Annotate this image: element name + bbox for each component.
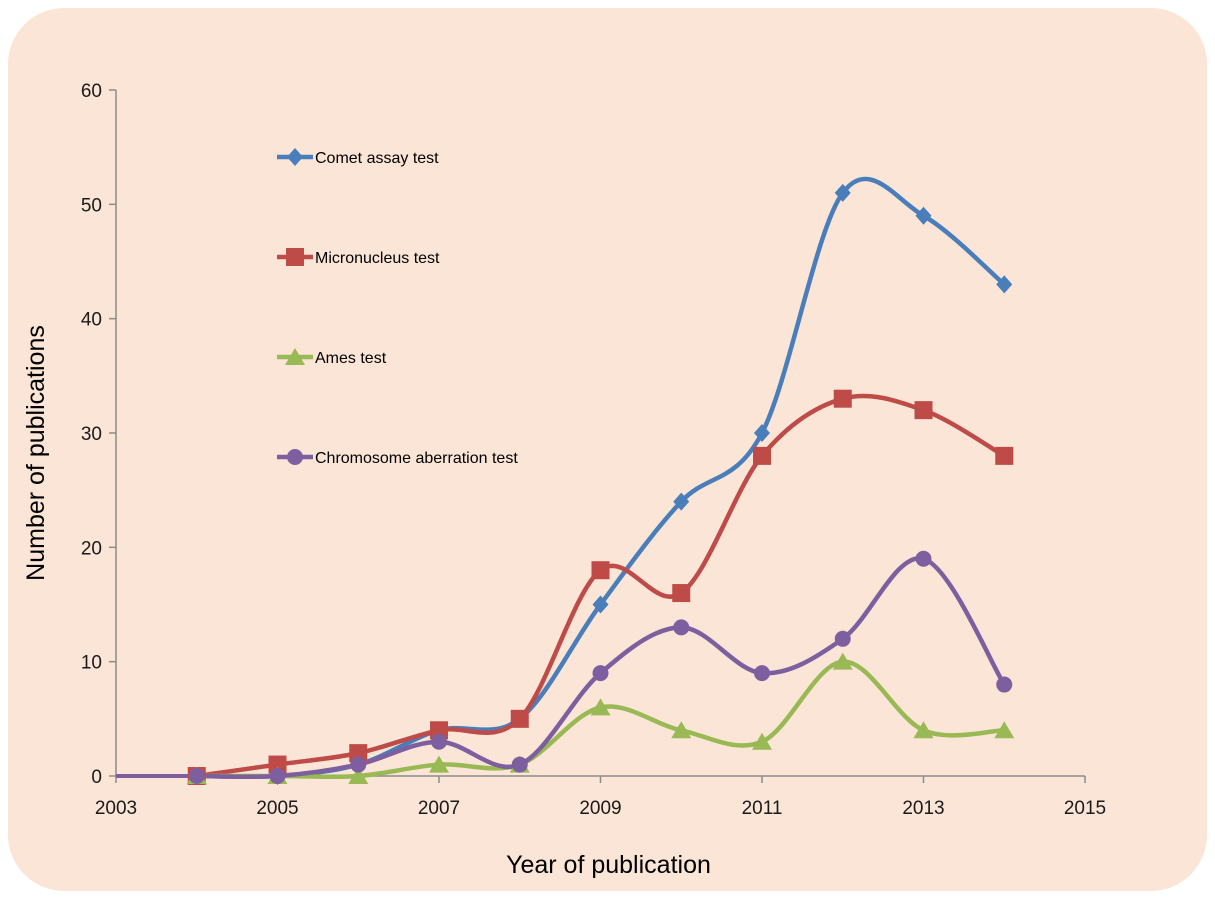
chromosome-aberration-test-point xyxy=(673,619,690,636)
x-axis-title: Year of publication xyxy=(506,851,711,879)
micronucleus-test-point xyxy=(914,401,933,420)
y-tick-label: 50 xyxy=(81,195,102,216)
micronucleus-test-point xyxy=(591,561,610,580)
comet-assay-test-point xyxy=(834,183,851,202)
chromosome-aberration-test-point xyxy=(431,733,447,750)
micronucleus-test-point xyxy=(833,389,852,408)
y-axis-title: Number of publications xyxy=(22,325,50,581)
micronucleus-test-point xyxy=(349,744,368,763)
ames-test-point xyxy=(752,732,772,750)
chromosome-aberration-test-point xyxy=(188,768,205,784)
x-tick-label: 2003 xyxy=(95,798,137,819)
comet-assay-test-point xyxy=(915,206,932,225)
micronucleus-test-point xyxy=(672,584,691,603)
ames-test-point xyxy=(590,698,611,716)
y-tick-label: 60 xyxy=(81,81,102,102)
y-tick-label: 20 xyxy=(81,538,102,559)
micronucleus-test-point xyxy=(430,721,448,740)
y-tick-label: 10 xyxy=(81,653,102,674)
y-tick-label: 0 xyxy=(91,767,102,788)
x-tick-label: 2007 xyxy=(418,798,460,819)
ames-test-point xyxy=(913,721,934,739)
comet-assay-test-legend-label: Comet assay test xyxy=(315,150,439,167)
comet-assay-test-line xyxy=(196,176,1006,780)
comet-assay-test-point xyxy=(673,492,690,511)
ames-test-point xyxy=(348,767,369,784)
legend: Comet assay test Micronucleus test Ames te… xyxy=(277,148,518,467)
chromosome-aberration-test-legend-marker xyxy=(287,449,303,465)
chromosome-aberration-test-point xyxy=(996,676,1013,693)
micronucleus-test-point xyxy=(268,755,287,774)
comet-assay-test-point xyxy=(754,424,770,442)
micronucleus-test-legend-marker xyxy=(286,248,304,266)
series-markers xyxy=(186,183,1015,785)
chromosome-aberration-test-point xyxy=(350,756,367,773)
x-tick-label: 2013 xyxy=(902,798,944,819)
comet-assay-test-point xyxy=(996,275,1013,294)
chromosome-aberration-test-point xyxy=(269,768,286,784)
x-tick-label: 2005 xyxy=(256,798,298,819)
y-tick-label: 40 xyxy=(81,310,102,331)
micronucleus-test-point xyxy=(995,446,1014,465)
micronucleus-test-point xyxy=(510,709,529,728)
chromosome-aberration-test-point xyxy=(834,630,851,647)
y-tick-label: 30 xyxy=(81,424,102,445)
chromosome-aberration-test-point xyxy=(511,756,528,773)
x-tick-label: 2015 xyxy=(1064,798,1106,819)
chromosome-aberration-test-point xyxy=(592,665,609,682)
ames-test-point xyxy=(832,652,853,670)
ames-test-legend-label: Ames test xyxy=(315,350,387,367)
micronucleus-test-legend-label: Micronucleus test xyxy=(315,250,440,267)
micronucleus-test-point xyxy=(753,446,771,465)
chromosome-aberration-test-point xyxy=(915,550,932,567)
series-lines xyxy=(116,176,1007,780)
chromosome-aberration-test-point xyxy=(754,665,770,682)
x-tick-label: 2011 xyxy=(742,798,783,819)
ames-test-point xyxy=(429,755,449,773)
ames-test-legend-marker xyxy=(285,348,305,365)
comet-assay-test-point xyxy=(592,595,609,614)
x-tick-label: 2009 xyxy=(579,798,621,819)
ames-test-point xyxy=(994,721,1015,739)
ames-test-point xyxy=(671,721,692,739)
comet-assay-test-legend-marker xyxy=(287,148,303,166)
chromosome-aberration-test-legend-label: Chromosome aberration test xyxy=(315,450,518,467)
tick-group: 0 10 20 30 40 50 60 2003 2005 2007 2009 2011 2013 201… xyxy=(81,81,1106,819)
